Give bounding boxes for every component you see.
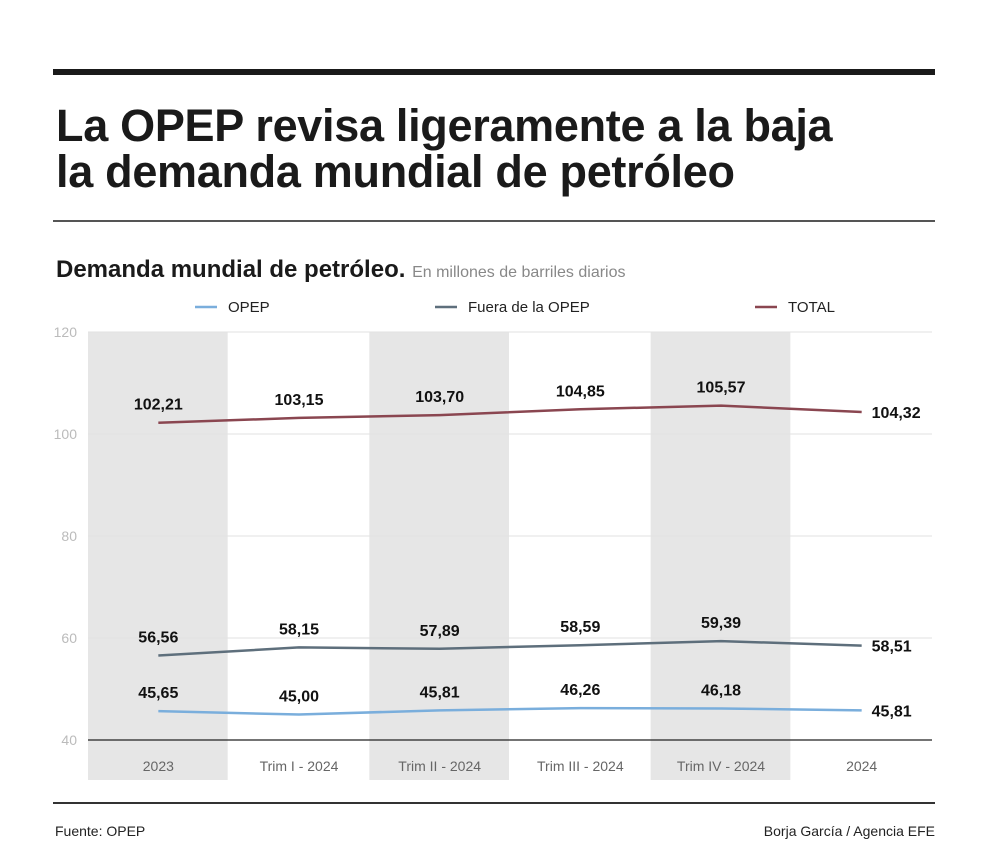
divider (53, 220, 935, 222)
headline-line-2: la demanda mundial de petróleo (56, 146, 735, 197)
y-tick-label: 120 (54, 324, 78, 340)
data-label: 45,00 (279, 689, 319, 706)
top-rule (53, 69, 935, 75)
x-tick-label: Trim II - 2024 (398, 758, 481, 774)
data-label: 102,21 (134, 397, 183, 414)
data-label: 56,56 (138, 630, 178, 647)
x-tick-label: Trim III - 2024 (537, 758, 624, 774)
data-label: 104,85 (556, 383, 605, 400)
data-label: 57,89 (420, 623, 460, 640)
headline-line-1: La OPEP revisa ligeramente a la baja (56, 100, 833, 151)
legend-label: Fuera de la OPEP (468, 299, 590, 316)
data-label: 45,81 (872, 703, 912, 720)
data-label: 46,26 (560, 682, 600, 699)
data-label: 58,59 (560, 619, 600, 636)
series-line (158, 404, 862, 424)
bottom-rule (53, 802, 935, 804)
x-tick-label: 2024 (846, 758, 877, 774)
data-label: 59,39 (701, 615, 741, 632)
data-label: 45,65 (138, 685, 178, 702)
x-tick-label: 2023 (143, 758, 174, 774)
data-label: 105,57 (697, 380, 746, 397)
data-label: 58,15 (279, 621, 319, 638)
x-tick-label: Trim I - 2024 (260, 758, 339, 774)
headline: La OPEP revisa ligeramente a la baja la … (56, 103, 956, 195)
legend-label: TOTAL (788, 299, 835, 316)
series-line (158, 706, 862, 716)
data-label: 104,32 (872, 405, 921, 422)
data-label: 45,81 (420, 684, 460, 701)
column-band (650, 332, 791, 780)
column-band (369, 332, 509, 780)
legend-label: OPEP (228, 299, 270, 316)
data-label: 103,15 (275, 392, 324, 409)
chart-title-text: Demanda mundial de petróleo. (56, 256, 406, 283)
data-label: 58,51 (872, 639, 912, 656)
y-tick-label: 60 (61, 630, 77, 646)
y-tick-label: 80 (61, 528, 77, 544)
data-label: 46,18 (701, 682, 741, 699)
data-label: 103,70 (415, 389, 464, 406)
chart-unit: En millones de barriles diarios (412, 264, 626, 281)
source: Fuente: OPEP (55, 823, 146, 839)
y-tick-label: 40 (61, 732, 77, 748)
series-line (158, 639, 862, 657)
y-tick-label: 100 (54, 426, 78, 442)
chart-title: Demanda mundial de petróleo. En millones… (56, 256, 626, 284)
column-band (88, 332, 228, 780)
credit: Borja García / Agencia EFE (763, 823, 935, 839)
x-tick-label: Trim IV - 2024 (677, 758, 765, 774)
